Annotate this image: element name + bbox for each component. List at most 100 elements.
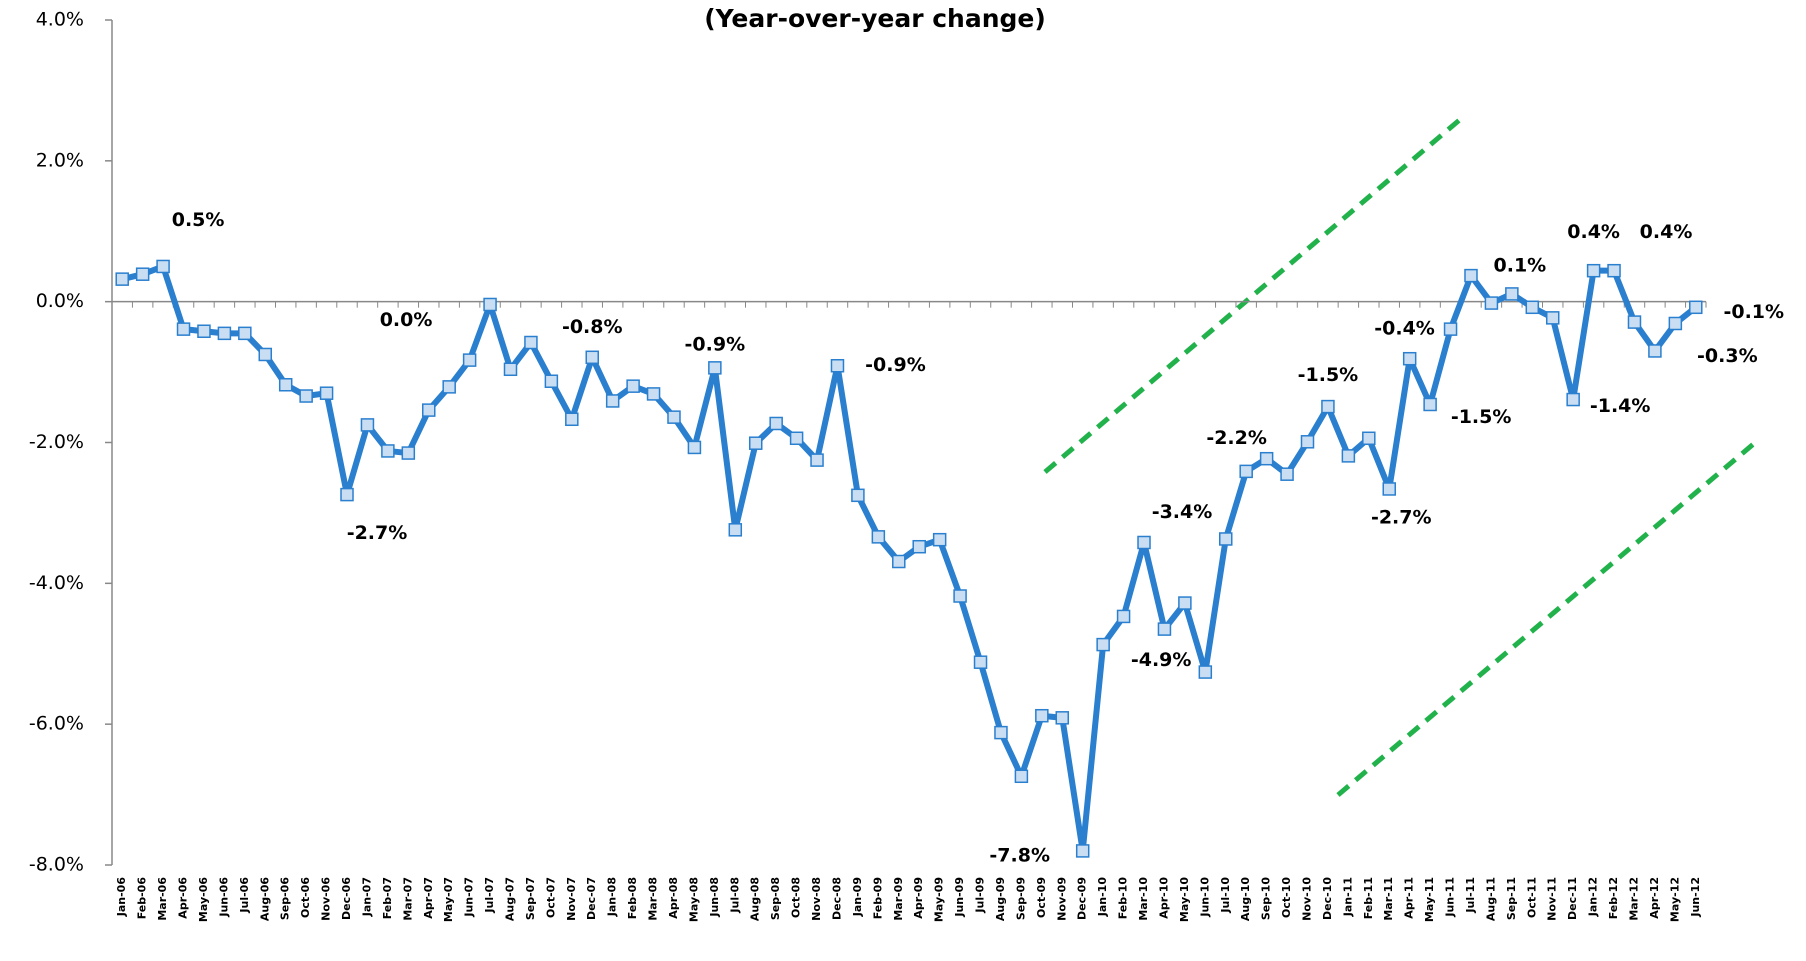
data-point bbox=[319, 386, 334, 400]
x-tick-label: May-11 bbox=[1423, 877, 1436, 922]
data-point bbox=[1035, 708, 1049, 723]
data-point bbox=[462, 353, 477, 367]
data-point bbox=[1566, 392, 1580, 407]
data-point bbox=[1157, 622, 1172, 636]
trend-line bbox=[1336, 439, 1759, 797]
data-label: -1.5% bbox=[1298, 364, 1359, 386]
data-point bbox=[1648, 344, 1662, 358]
data-point bbox=[626, 379, 640, 393]
data-point bbox=[1219, 532, 1233, 546]
data-point bbox=[1178, 596, 1192, 610]
data-point bbox=[544, 374, 559, 388]
x-tick-label: Mar-06 bbox=[156, 877, 169, 921]
x-tick-label: Nov-11 bbox=[1546, 877, 1559, 921]
data-point bbox=[197, 324, 211, 338]
data-point bbox=[748, 436, 763, 450]
x-tick-label: Aug-06 bbox=[258, 877, 271, 921]
y-tick-label: 2.0% bbox=[36, 149, 84, 171]
data-point bbox=[176, 322, 191, 336]
x-tick-label: Jul-07 bbox=[483, 877, 496, 914]
y-tick-label: 4.0% bbox=[36, 9, 84, 31]
data-point bbox=[299, 389, 313, 403]
x-tick-label: Apr-09 bbox=[912, 877, 925, 919]
x-tick-label: Sep-09 bbox=[1014, 877, 1027, 920]
x-tick-label: Oct-10 bbox=[1280, 877, 1293, 918]
x-tick-label: Mar-08 bbox=[647, 877, 660, 921]
x-tick-label: Jan-10 bbox=[1096, 877, 1109, 918]
data-point bbox=[1627, 315, 1642, 329]
x-tick-label: Jul-10 bbox=[1219, 877, 1232, 914]
data-point bbox=[156, 259, 170, 274]
data-label: -7.8% bbox=[989, 844, 1050, 866]
data-label: -0.4% bbox=[1374, 318, 1435, 340]
data-point bbox=[1116, 609, 1131, 624]
data-point bbox=[994, 725, 1008, 740]
x-tick-label: Nov-07 bbox=[565, 877, 578, 921]
x-tick-label: Dec-11 bbox=[1566, 877, 1579, 920]
data-point bbox=[769, 416, 783, 431]
x-tick-label: Jun-08 bbox=[708, 877, 721, 918]
x-tick-label: Jun-06 bbox=[217, 877, 230, 918]
data-point bbox=[687, 440, 702, 455]
x-tick-label: Dec-08 bbox=[830, 877, 843, 920]
x-tick-label: Mar-09 bbox=[892, 877, 905, 921]
x-tick-label: Oct-11 bbox=[1525, 877, 1538, 918]
data-point bbox=[830, 358, 845, 373]
data-label: -1.4% bbox=[1590, 395, 1651, 417]
data-point bbox=[238, 326, 252, 341]
data-point bbox=[1259, 451, 1274, 466]
data-label: -3.4% bbox=[1152, 501, 1213, 523]
x-tick-label: Feb-06 bbox=[136, 877, 149, 920]
data-point bbox=[605, 394, 620, 408]
x-tick-label: Nov-10 bbox=[1301, 877, 1314, 921]
x-tick-label: Sep-10 bbox=[1260, 877, 1273, 920]
x-tick-label: Oct-07 bbox=[544, 877, 557, 918]
x-tick-label: Aug-09 bbox=[994, 877, 1007, 921]
data-label: 0.4% bbox=[1567, 221, 1620, 243]
data-point bbox=[340, 487, 354, 502]
data-point bbox=[1096, 637, 1110, 652]
data-label: -0.9% bbox=[865, 354, 926, 376]
data-point bbox=[1607, 263, 1621, 278]
data-point bbox=[258, 347, 273, 362]
data-point bbox=[585, 350, 599, 365]
y-tick-label: -4.0% bbox=[29, 572, 84, 594]
x-tick-label: May-08 bbox=[687, 877, 700, 922]
data-label: 0.5% bbox=[172, 209, 225, 231]
data-point bbox=[1443, 322, 1458, 336]
x-tick-label: Mar-12 bbox=[1627, 877, 1640, 921]
x-tick-label: Dec-06 bbox=[340, 877, 353, 920]
data-point bbox=[401, 446, 416, 460]
y-tick-label: 0.0% bbox=[36, 290, 84, 312]
data-label: -0.3% bbox=[1697, 345, 1758, 367]
x-tick-label: Feb-08 bbox=[626, 877, 639, 919]
x-tick-label: Oct-06 bbox=[299, 877, 312, 918]
data-point bbox=[973, 655, 988, 669]
x-tick-label: Nov-08 bbox=[810, 877, 823, 921]
y-tick-label: -8.0% bbox=[29, 854, 84, 876]
data-point bbox=[810, 453, 824, 467]
x-tick-label: May-09 bbox=[933, 877, 946, 922]
data-point bbox=[565, 412, 579, 427]
data-point bbox=[1464, 268, 1478, 283]
x-tick-label: Apr-08 bbox=[667, 877, 680, 919]
x-tick-label: Jul-09 bbox=[974, 877, 987, 914]
x-tick-label: Jan-08 bbox=[606, 877, 619, 917]
data-point bbox=[483, 297, 497, 312]
x-tick-label: Aug-08 bbox=[749, 877, 762, 921]
data-point bbox=[1014, 769, 1029, 784]
x-tick-label: Aug-10 bbox=[1239, 877, 1252, 921]
y-tick-label: -6.0% bbox=[29, 713, 84, 735]
x-tick-label: Jul-11 bbox=[1464, 877, 1477, 914]
x-tick-label: Dec-10 bbox=[1321, 877, 1334, 920]
x-tick-label: Jan-07 bbox=[360, 877, 373, 917]
data-point bbox=[646, 387, 661, 401]
data-point bbox=[1055, 711, 1070, 725]
data-point bbox=[524, 335, 538, 350]
data-label: -2.7% bbox=[347, 522, 408, 544]
chart-title: (Year-over-year change) bbox=[704, 4, 1046, 33]
x-tick-label: Aug-07 bbox=[504, 877, 517, 921]
x-tick-label: Jun-11 bbox=[1444, 877, 1457, 918]
x-tick-label: May-06 bbox=[197, 877, 210, 922]
